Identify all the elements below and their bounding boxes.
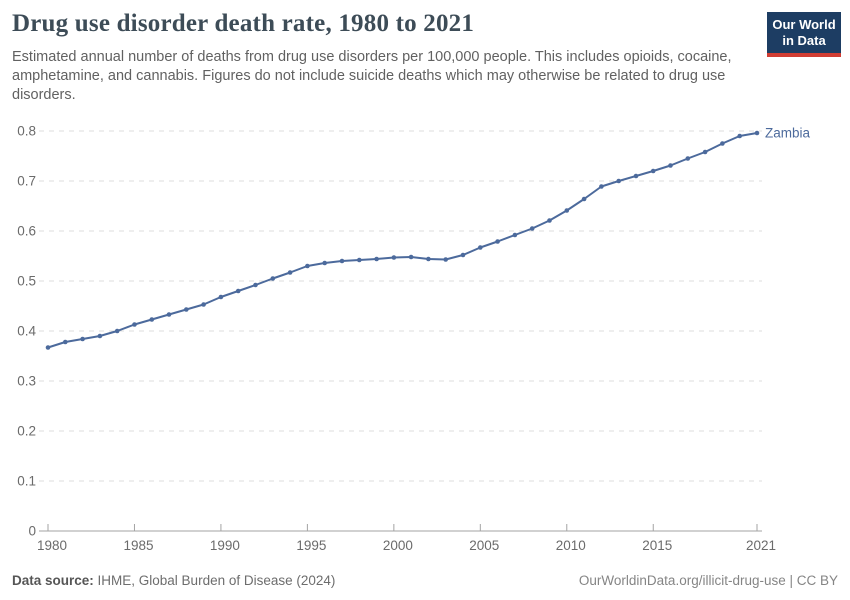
x-tick-label: 1995 [296,538,326,553]
owid-logo-line1: Our World [772,17,836,32]
data-point [374,256,379,262]
data-point [754,130,760,136]
x-tick-label: 2005 [469,538,499,553]
series-end-label: Zambia [765,126,811,141]
x-tick-label: 2000 [383,538,413,553]
data-point [529,226,535,231]
data-point [201,302,206,307]
data-point [114,328,120,334]
owid-logo-box: Our World in Data [767,12,841,53]
owid-logo-red-bar [767,53,841,57]
data-point [581,196,587,202]
data-point [460,252,466,258]
data-point [685,156,691,161]
data-point [426,256,431,262]
y-tick-label: 0.7 [17,174,36,189]
y-tick-label: 0.4 [17,324,36,339]
chart-header: Drug use disorder death rate, 1980 to 20… [12,10,752,105]
data-point [495,239,500,244]
x-tick-label: 1990 [210,538,240,553]
data-point [166,312,172,317]
data-point [45,345,51,350]
data-point [322,260,328,266]
data-point [478,245,483,250]
data-source-text: IHME, Global Burden of Disease (2024) [93,573,336,588]
y-tick-label: 0.3 [17,374,36,389]
data-point [218,294,224,300]
y-tick-label: 0.2 [17,424,36,439]
data-point [63,339,68,345]
data-point [235,288,241,294]
y-tick-label: 0.6 [17,224,36,239]
data-point [253,282,258,288]
page-title: Drug use disorder death rate, 1980 to 20… [12,10,475,37]
data-point [391,255,397,260]
data-point [633,173,639,179]
owid-logo-line2: in Data [782,33,826,48]
y-tick-label: 0 [28,524,36,539]
data-point [97,333,103,339]
y-tick-label: 0.1 [17,474,36,489]
data-point [737,133,742,139]
data-point [702,149,708,155]
credit-link[interactable]: OurWorldinData.org/illicit-drug-use | CC… [578,573,838,588]
data-point [149,317,155,322]
owid-logo: Our World in Data [767,12,841,57]
chart-footer: Data source: IHME, Global Burden of Dise… [12,573,838,588]
data-point [132,322,137,327]
data-point [564,208,570,213]
data-point [650,168,656,174]
data-point [184,307,189,312]
y-tick-label: 0.5 [17,274,36,289]
data-point [512,232,518,238]
data-point [357,257,362,263]
data-point [270,276,276,281]
chart-subtitle: Estimated annual number of deaths from d… [12,49,732,103]
data-point [408,254,414,260]
x-tick-label: 2010 [556,538,586,553]
data-point [547,218,552,223]
data-point [287,270,293,275]
data-source-label: Data source: [12,573,94,588]
data-point [305,263,310,269]
data-source-note: Data source: IHME, Global Burden of Dise… [12,573,335,588]
data-point [668,163,673,168]
x-tick-label: 2015 [642,538,672,553]
data-point [720,141,725,146]
y-tick-label: 0.8 [17,124,36,139]
series-line [47,132,758,349]
data-point [443,257,449,262]
x-tick-label: 1985 [123,538,153,553]
data-point [599,184,604,189]
data-point [616,178,621,184]
data-point [80,336,85,342]
x-tick-label: 2021 [746,538,776,553]
x-tick-label: 1980 [37,538,67,553]
data-point [339,258,345,264]
